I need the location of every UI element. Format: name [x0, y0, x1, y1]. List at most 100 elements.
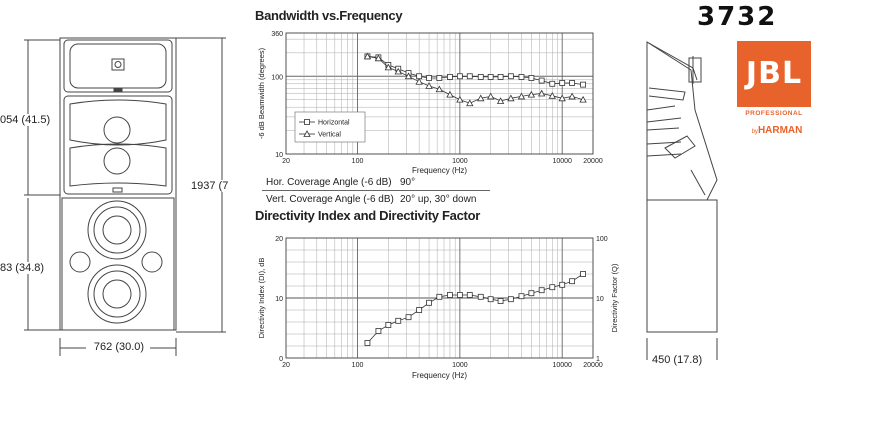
x-tick-label: 20 — [282, 158, 290, 165]
data-point-vertical — [527, 90, 536, 98]
data-point-vertical — [558, 94, 566, 102]
y-tick-label: 10 — [275, 152, 283, 159]
data-point-directivity — [497, 298, 504, 304]
data-point-directivity — [549, 284, 556, 291]
x-axis-label: Frequency (Hz) — [412, 166, 467, 175]
data-point-horizontal — [528, 75, 535, 81]
model-number: 3732 — [697, 2, 778, 32]
data-point-horizontal — [549, 80, 556, 87]
bandwidth-chart-title: Bandwidth vs.Frequency — [255, 8, 403, 23]
y-tick-label: 0 — [279, 356, 283, 363]
data-point-vertical — [435, 85, 444, 93]
data-point-directivity — [385, 322, 392, 328]
y2-tick-label: 10 — [596, 296, 604, 303]
data-point-horizontal — [456, 73, 463, 80]
lower-height-dimension: 83 (34.8) — [0, 262, 47, 274]
data-point-directivity — [559, 281, 566, 288]
data-point-vertical — [486, 92, 495, 100]
jbl-logo-text: JBL — [745, 56, 803, 91]
y2-tick-label: 1 — [596, 356, 600, 363]
series-line-vertical — [367, 56, 584, 104]
width-dimension-line — [60, 347, 176, 349]
y2-tick-label: 100 — [596, 236, 608, 243]
data-point-horizontal — [497, 74, 504, 80]
data-point-vertical — [466, 99, 474, 107]
x-tick-label: 10000 — [552, 158, 572, 165]
data-point-vertical — [394, 67, 402, 75]
data-point-vertical — [425, 82, 433, 89]
data-point-vertical — [507, 94, 515, 102]
x-tick-label: 20000 — [583, 362, 603, 369]
data-point-horizontal — [507, 73, 514, 80]
data-point-vertical — [537, 89, 546, 97]
x-tick-label: 20 — [282, 362, 290, 369]
data-point-directivity — [447, 292, 453, 298]
professional-label: PROFESSIONAL — [745, 110, 803, 117]
data-point-directivity — [364, 340, 371, 346]
data-point-vertical — [517, 92, 526, 100]
data-point-horizontal — [580, 81, 586, 88]
y-tick-label: 360 — [271, 31, 283, 38]
data-point-vertical — [496, 97, 505, 104]
legend-marker — [303, 130, 311, 137]
data-point-directivity — [375, 328, 382, 334]
data-point-directivity — [426, 299, 432, 306]
data-point-directivity — [456, 292, 463, 298]
coverage-row-horizontal: Hor. Coverage Angle (-6 dB) 90° — [262, 176, 490, 191]
side-view-drawing — [646, 41, 718, 360]
data-point-directivity — [487, 296, 494, 303]
data-point-vertical — [446, 90, 454, 98]
legend-label-vertical: Vertical — [318, 132, 341, 139]
x-tick-label: 1000 — [452, 362, 468, 369]
data-point-horizontal — [518, 74, 525, 80]
data-point-vertical — [363, 52, 372, 60]
data-point-directivity — [436, 293, 443, 300]
data-point-horizontal — [487, 74, 494, 80]
harman-label: byHARMAN — [740, 120, 814, 138]
x-tick-label: 1000 — [452, 158, 468, 165]
data-point-vertical — [579, 95, 587, 103]
upper-height-dimension: 054 (41.5) — [0, 114, 53, 126]
y-axis-label: -6 dB Beamwidth (degrees) — [257, 47, 266, 139]
data-point-directivity — [569, 278, 576, 285]
data-point-vertical — [568, 92, 576, 100]
y-tick-label: 100 — [271, 74, 283, 81]
data-point-horizontal — [538, 77, 545, 84]
data-point-directivity — [538, 287, 545, 294]
data-point-horizontal — [559, 80, 566, 86]
coverage-row-vertical: Vert. Coverage Angle (-6 dB) 20° up, 30°… — [262, 194, 490, 208]
data-point-vertical — [404, 72, 413, 80]
data-point-horizontal — [447, 74, 453, 80]
data-point-directivity — [477, 293, 484, 300]
coverage-value: 90° — [400, 177, 416, 188]
directivity-chart-title: Directivity Index and Directivity Factor — [255, 208, 480, 223]
depth-dimension: 450 (17.8) — [652, 354, 703, 366]
harman-text: HARMAN — [757, 125, 803, 136]
plot-frame — [285, 32, 594, 155]
jbl-logo: JBL — [737, 41, 811, 107]
series-line-horizontal — [367, 56, 584, 85]
data-point-directivity — [416, 307, 423, 313]
data-point-directivity — [405, 314, 412, 321]
legend-box — [294, 111, 366, 143]
plot-frame — [285, 237, 594, 359]
data-point-vertical — [374, 54, 383, 62]
x-tick-label: 100 — [352, 362, 364, 369]
data-point-directivity — [466, 292, 473, 298]
data-point-horizontal — [426, 75, 432, 81]
data-point-horizontal — [477, 74, 484, 80]
y2-axis-label: Directivity Factor (Q) — [610, 263, 619, 332]
data-point-vertical — [456, 95, 464, 103]
total-height-dimension: 1937 (7 — [191, 180, 250, 192]
x-tick-label: 100 — [352, 158, 364, 165]
legend-label-horizontal: Horizontal — [318, 120, 350, 127]
data-point-vertical — [415, 77, 423, 85]
y-tick-label: 20 — [275, 236, 283, 243]
x-tick-label: 10000 — [552, 362, 572, 369]
data-point-horizontal — [466, 73, 473, 80]
y-tick-label: 10 — [275, 296, 283, 303]
data-point-directivity — [528, 290, 535, 297]
data-point-directivity — [507, 296, 514, 303]
